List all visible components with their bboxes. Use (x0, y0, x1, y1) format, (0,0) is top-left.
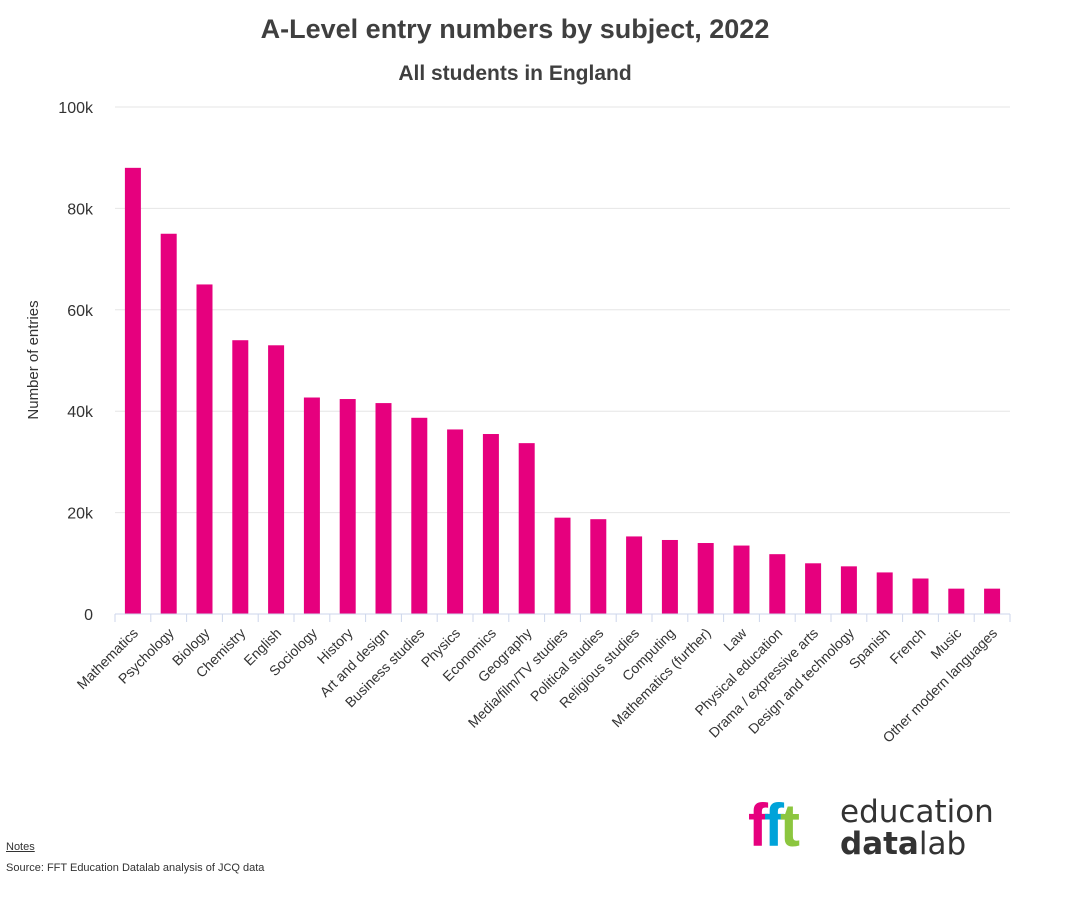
x-tick-label: French (886, 625, 928, 667)
bar[interactable] (196, 284, 213, 614)
fft-education-datalab-logo: fft education datalab (748, 796, 1018, 862)
y-axis-ticks: 0 20k 40k 60k 80k 100k (58, 100, 94, 624)
x-tick-label: Law (720, 624, 750, 654)
y-tick-label: 100k (58, 100, 94, 117)
bar[interactable] (518, 443, 535, 614)
source-text: Source: FFT Education Datalab analysis o… (6, 862, 265, 874)
bar[interactable] (447, 429, 464, 614)
fft-logo-mark: fft (748, 796, 800, 856)
logo-letter-f2: f (763, 792, 784, 859)
logo-word-education: education (840, 794, 994, 830)
gridlines (115, 106, 1010, 514)
logo-letter-f1: f (748, 792, 768, 859)
bar[interactable] (339, 399, 356, 614)
y-tick-label: 20k (67, 506, 94, 523)
x-axis-ticks: MathematicsPsychologyBiologyChemistryEng… (74, 613, 1011, 746)
logo-wordmark: education datalab (840, 796, 994, 860)
y-tick-label: 80k (67, 201, 94, 218)
x-tick-label: Spanish (846, 625, 893, 672)
y-tick-label: 40k (67, 404, 94, 421)
bar-chart: 0 20k 40k 60k 80k 100k MathematicsPsychologyB… (25, 100, 1011, 746)
bar[interactable] (984, 588, 1001, 614)
y-tick-label: 60k (67, 303, 94, 320)
bar[interactable] (733, 545, 750, 614)
logo-word-datalab: datalab (840, 826, 967, 862)
bar[interactable] (554, 517, 571, 614)
notes-link[interactable]: Notes (6, 841, 35, 853)
chart-title: A-Level entry numbers by subject, 2022 (260, 14, 770, 44)
bar[interactable] (697, 543, 714, 614)
bar[interactable] (840, 566, 857, 614)
logo-letter-t: t (779, 792, 800, 859)
bar[interactable] (876, 572, 893, 614)
bar[interactable] (375, 403, 392, 614)
chart-subtitle: All students in England (398, 62, 632, 85)
bar[interactable] (303, 397, 320, 614)
bar[interactable] (232, 340, 249, 614)
y-axis-label: Number of entries (25, 300, 42, 419)
bar[interactable] (769, 554, 786, 614)
bar[interactable] (482, 434, 499, 614)
y-tick-label: 0 (84, 607, 93, 624)
bar[interactable] (805, 563, 822, 614)
bar[interactable] (124, 167, 141, 614)
bar[interactable] (626, 536, 643, 614)
bar[interactable] (268, 345, 285, 614)
bar[interactable] (912, 578, 929, 614)
bar[interactable] (661, 539, 678, 614)
bar[interactable] (160, 233, 177, 614)
bars (124, 167, 1001, 614)
bar[interactable] (411, 417, 428, 614)
bar[interactable] (948, 588, 965, 614)
bar[interactable] (590, 519, 607, 614)
